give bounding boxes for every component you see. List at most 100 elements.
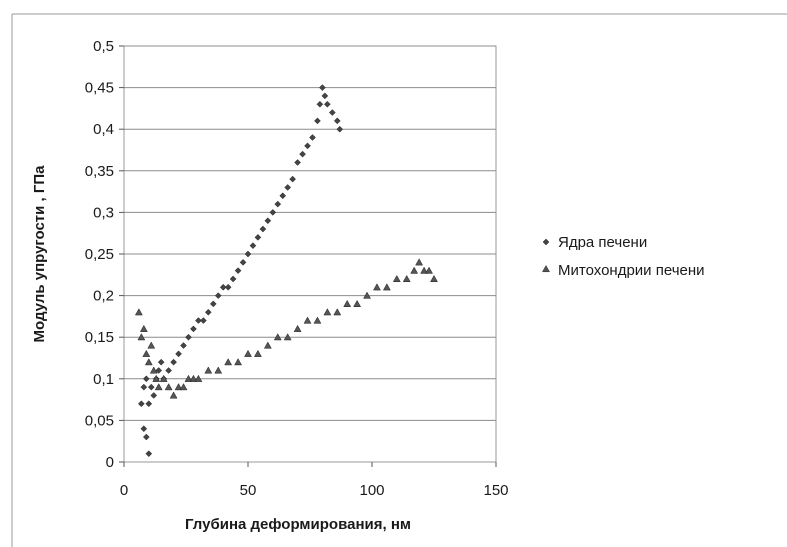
series-nuclei xyxy=(138,84,344,458)
data-point-mitochondria xyxy=(303,316,312,324)
data-point-nuclei xyxy=(142,433,150,441)
data-point-mitochondria xyxy=(430,274,438,283)
data-point-mitochondria xyxy=(179,383,188,391)
data-point-mitochondria xyxy=(234,358,243,366)
data-point-nuclei xyxy=(170,358,177,366)
data-point-mitochondria xyxy=(353,299,362,307)
data-point-mitochondria xyxy=(425,266,433,274)
data-point-nuclei xyxy=(195,317,202,324)
series-mitochondria xyxy=(134,258,438,399)
data-point-mitochondria xyxy=(214,366,223,374)
data-point-nuclei xyxy=(259,225,267,233)
data-point-nuclei xyxy=(304,142,311,150)
y-tick-label: 0,5 xyxy=(93,38,114,55)
data-point-mitochondria xyxy=(204,366,213,374)
data-point-nuclei xyxy=(180,342,187,349)
data-point-nuclei xyxy=(214,292,222,299)
data-point-nuclei xyxy=(299,150,306,158)
data-point-nuclei xyxy=(234,267,242,274)
data-point-mitochondria xyxy=(293,324,302,332)
data-point-nuclei xyxy=(140,383,148,391)
data-point-mitochondria xyxy=(333,308,342,316)
data-point-nuclei xyxy=(145,400,153,408)
y-tick-labels: 0 0,05 0,1 0,15 0,2 0,25 0,3 0,35 0,4 0,45 0,5 xyxy=(85,38,114,471)
x-tick-label: 0 xyxy=(120,482,128,499)
x-tick-label: 150 xyxy=(483,482,508,499)
data-point-mitochondria xyxy=(184,374,193,382)
data-point-mitochondria xyxy=(169,391,178,399)
data-point-nuclei xyxy=(140,425,148,433)
data-point-mitochondria xyxy=(283,333,292,341)
x-tick-labels: 0 50 100 150 xyxy=(120,482,509,499)
x-tick-label: 100 xyxy=(359,482,384,499)
data-point-mitochondria xyxy=(142,349,151,357)
data-point-mitochondria xyxy=(189,374,198,382)
data-point-nuclei xyxy=(175,350,182,358)
data-point-mitochondria xyxy=(144,358,153,366)
data-point-nuclei xyxy=(324,100,331,108)
data-point-mitochondria xyxy=(373,283,381,291)
data-point-nuclei xyxy=(319,84,326,91)
data-point-nuclei xyxy=(309,134,316,141)
data-point-mitochondria xyxy=(164,383,173,391)
y-tick-label: 0 xyxy=(106,454,114,471)
data-point-nuclei xyxy=(274,200,282,208)
y-tick-label: 0,35 xyxy=(85,163,114,180)
data-point-nuclei xyxy=(284,184,292,191)
y-tick-label: 0,05 xyxy=(85,412,114,429)
y-tick-label: 0,15 xyxy=(85,329,114,346)
data-point-mitochondria xyxy=(402,274,411,283)
data-point-nuclei xyxy=(165,367,172,374)
data-point-mitochondria xyxy=(382,283,391,291)
data-point-nuclei xyxy=(321,92,329,100)
legend-diamond-marker xyxy=(542,238,550,246)
data-point-nuclei xyxy=(209,300,217,308)
y-tick-label: 0,2 xyxy=(93,288,114,305)
data-point-nuclei xyxy=(294,159,301,166)
data-point-mitochondria xyxy=(420,266,429,274)
data-point-nuclei xyxy=(219,283,227,291)
data-point-mitochondria xyxy=(152,374,161,382)
gridlines xyxy=(119,45,497,467)
data-point-mitochondria xyxy=(363,291,371,299)
data-point-nuclei xyxy=(254,234,262,241)
data-point-nuclei xyxy=(314,117,321,125)
data-point-nuclei xyxy=(150,392,158,399)
legend-label-mitochondria: Митохондрии печени xyxy=(558,262,705,279)
data-point-nuclei xyxy=(244,250,252,258)
data-point-mitochondria xyxy=(159,374,168,382)
data-point-nuclei xyxy=(279,192,287,200)
y-tick-label: 0,1 xyxy=(93,371,114,388)
data-point-mitochondria xyxy=(273,333,282,341)
data-point-mitochondria xyxy=(263,341,272,349)
data-point-nuclei xyxy=(328,109,336,116)
data-point-mitochondria xyxy=(154,383,163,391)
data-point-mitochondria xyxy=(244,349,252,357)
y-tick-label: 0,25 xyxy=(85,246,114,263)
data-point-nuclei xyxy=(289,175,296,183)
data-point-nuclei xyxy=(229,275,237,283)
data-point-nuclei xyxy=(336,125,344,133)
data-point-nuclei xyxy=(264,217,272,225)
data-point-nuclei xyxy=(316,100,324,108)
data-point-mitochondria xyxy=(343,299,352,307)
x-axis-title: Глубина деформирования, нм xyxy=(185,516,411,533)
y-tick-label: 0,3 xyxy=(93,204,114,221)
data-point-nuclei xyxy=(155,367,163,374)
legend: Ядра печени Митохондрии печени xyxy=(542,234,705,279)
data-point-nuclei xyxy=(249,242,257,250)
x-tick-label: 50 xyxy=(240,482,257,499)
y-axis-title: Модуль упругости , ГПа xyxy=(31,165,48,343)
data-point-mitochondria xyxy=(410,266,419,274)
legend-label-nuclei: Ядра печени xyxy=(558,234,647,251)
data-point-mitochondria xyxy=(134,308,143,316)
data-point-nuclei xyxy=(138,400,145,408)
data-point-mitochondria xyxy=(137,333,146,341)
data-point-nuclei xyxy=(147,383,155,391)
legend-triangle-marker xyxy=(542,264,550,273)
data-point-nuclei xyxy=(142,375,150,383)
data-point-nuclei xyxy=(204,308,212,316)
y-tick-label: 0,4 xyxy=(93,121,114,138)
legend-marker-mitochondria xyxy=(542,264,550,273)
